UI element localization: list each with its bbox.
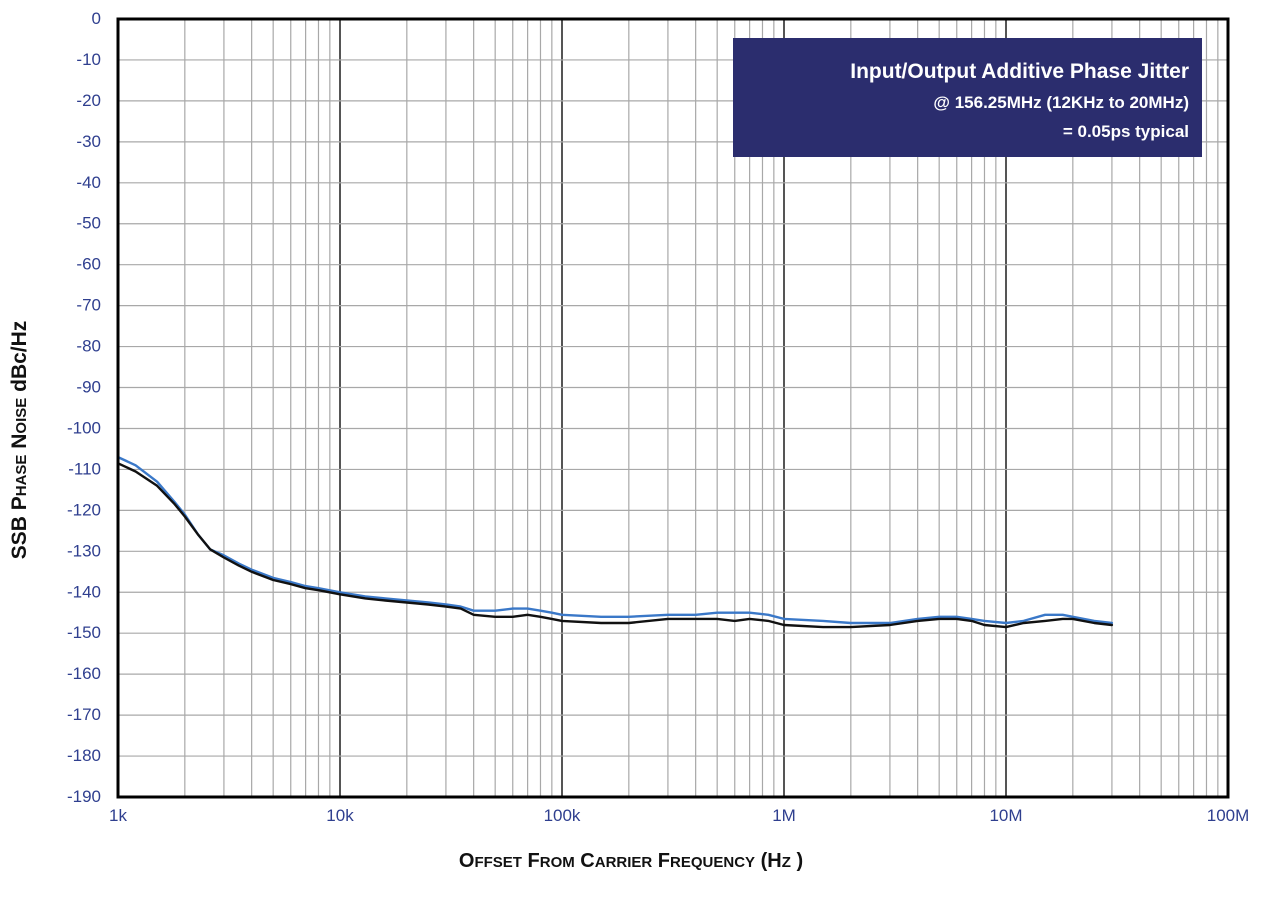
y-tick-label: -30 — [76, 132, 101, 151]
y-tick-label: 0 — [92, 9, 101, 28]
y-tick-label: -90 — [76, 378, 101, 397]
y-tick-label: -120 — [67, 500, 101, 519]
y-tick-label: -130 — [67, 541, 101, 560]
annotation-frequency: @ 156.25MHz (12KHz to 20MHz) — [933, 93, 1189, 112]
y-tick-label: -100 — [67, 418, 101, 437]
series-line-1 — [116, 455, 1114, 625]
y-tick-label: -160 — [67, 664, 101, 683]
y-tick-label: -140 — [67, 582, 101, 601]
annotation-background — [733, 38, 1202, 157]
x-axis-title: OFFSET FROM CARRIER FREQUENCY (HZ ) — [459, 850, 803, 872]
x-tick-label: 100k — [544, 806, 581, 825]
x-tick-label: 1M — [772, 806, 796, 825]
data-series — [116, 455, 1114, 629]
annotation-title: Input/Output Additive Phase Jitter — [850, 60, 1189, 83]
y-tick-label: -50 — [76, 214, 101, 233]
annotation-box: Input/Output Additive Phase Jitter @ 156… — [733, 38, 1202, 157]
y-tick-label: -80 — [76, 337, 101, 356]
series-line-2 — [116, 462, 1114, 629]
plot-frame — [116, 17, 1230, 799]
x-tick-labels: 1k 10k 100k 1M 10M 100M — [109, 806, 1249, 825]
y-tick-label: -170 — [67, 705, 101, 724]
x-tick-label: 100M — [1207, 806, 1250, 825]
annotation-jitter-value: = 0.05ps typical — [1063, 122, 1189, 141]
grid-lines — [117, 18, 1228, 798]
y-tick-label: -180 — [67, 746, 101, 765]
y-tick-label: -60 — [76, 255, 101, 274]
y-tick-labels: 0 -10 -20 -30 -40 -50 -60 -70 -80 -90 -100 -110 -120… — [67, 9, 101, 806]
x-tick-label: 10k — [326, 806, 354, 825]
y-tick-label: -70 — [76, 296, 101, 315]
y-tick-label: -20 — [76, 91, 101, 110]
y-axis-title: SSB PHASE NOISE dBc/Hz — [8, 321, 31, 560]
y-tick-label: -190 — [67, 787, 101, 806]
y-tick-label: -150 — [67, 623, 101, 642]
x-tick-label: 10M — [989, 806, 1022, 825]
x-tick-label: 1k — [109, 806, 127, 825]
y-tick-label: -10 — [76, 50, 101, 69]
y-tick-label: -110 — [68, 459, 101, 478]
y-tick-label: -40 — [76, 173, 101, 192]
